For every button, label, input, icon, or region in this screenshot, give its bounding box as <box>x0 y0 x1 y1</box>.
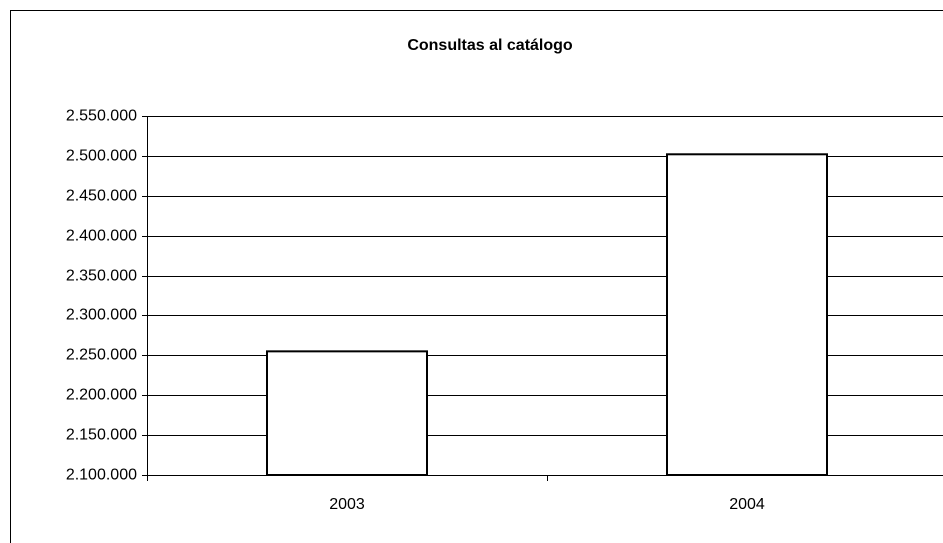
y-tick-label: 2.400.000 <box>66 228 137 245</box>
y-tick-label: 2.300.000 <box>66 307 137 324</box>
y-tick-label: 2.550.000 <box>66 108 137 125</box>
y-tick-label: 2.500.000 <box>66 148 137 165</box>
chart-title: Consultas al catálogo <box>407 37 573 54</box>
bar <box>666 153 828 476</box>
y-tick-label: 2.100.000 <box>66 467 137 484</box>
y-tick-label: 2.350.000 <box>66 268 137 285</box>
x-tick-label: 2003 <box>329 496 365 513</box>
x-tick-label: 2004 <box>729 496 765 513</box>
y-tick-label: 2.200.000 <box>66 387 137 404</box>
y-tick-label: 2.250.000 <box>66 347 137 364</box>
y-tick-label: 2.150.000 <box>66 427 137 444</box>
y-tick-label: 2.450.000 <box>66 188 137 205</box>
bar <box>266 350 428 477</box>
